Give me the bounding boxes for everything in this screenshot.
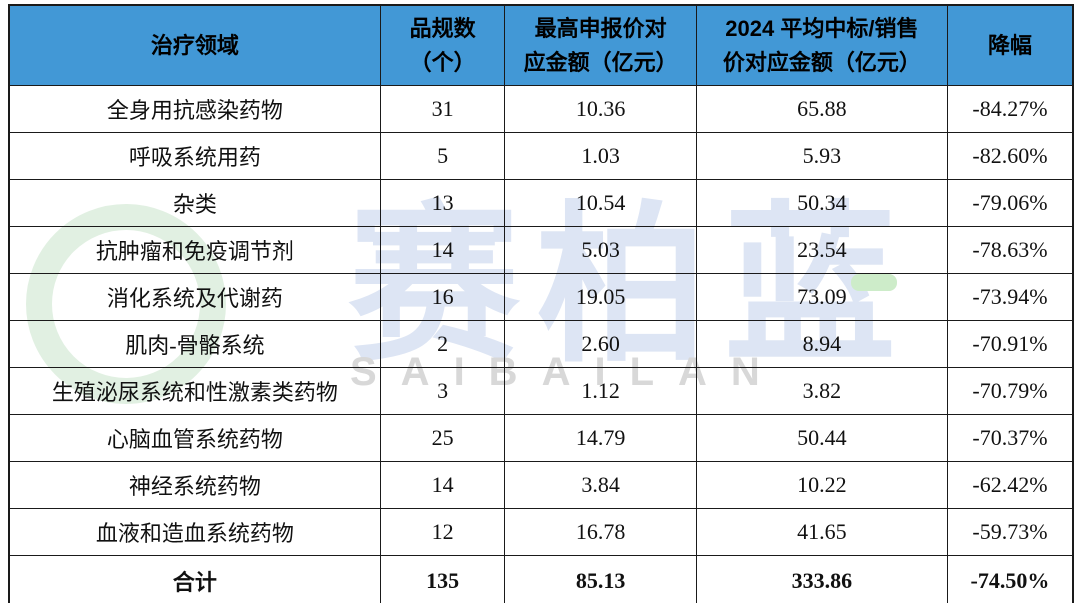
cell-value: 73.09 (695, 273, 948, 321)
cell-value: -62.42% (946, 461, 1074, 509)
cell-therapy-area: 全身用抗感染药物 (8, 85, 381, 133)
cell-therapy-area: 神经系统药物 (8, 461, 381, 509)
table-row: 肌肉-骨骼系统 2 2.60 8.94 -70.91% (8, 320, 1074, 368)
table-row: 生殖泌尿系统和性激素类药物 3 1.12 3.82 -70.79% (8, 367, 1074, 415)
cell-value: -70.37% (946, 414, 1074, 462)
cell-therapy-area: 消化系统及代谢药 (8, 273, 381, 321)
cell-value: -73.94% (946, 273, 1074, 321)
cell-value: 41.65 (695, 508, 948, 556)
cell-value: 16 (379, 273, 506, 321)
cell-total-value: 135 (379, 555, 506, 603)
cell-therapy-area: 肌肉-骨骼系统 (8, 320, 381, 368)
cell-value: 10.54 (504, 179, 697, 227)
column-header-line: 应金额（亿元） (523, 49, 678, 75)
table-row: 杂类 13 10.54 50.34 -79.06% (8, 179, 1074, 227)
cell-value: 8.94 (695, 320, 948, 368)
cell-value: -70.79% (946, 367, 1074, 415)
cell-value: 5 (379, 132, 506, 180)
cell-value: 3.84 (504, 461, 697, 509)
cell-value: 1.03 (504, 132, 697, 180)
cell-value: 14 (379, 226, 506, 274)
column-header-max_declared: 最高申报价对 应金额（亿元） (504, 4, 697, 86)
cell-value: 1.12 (504, 367, 697, 415)
cell-value: 19.05 (504, 273, 697, 321)
table-row: 心脑血管系统药物 25 14.79 50.44 -70.37% (8, 414, 1074, 462)
cell-value: 14.79 (504, 414, 697, 462)
column-header-line: 品规数 (409, 15, 476, 41)
table-total-row: 合计 135 85.13 333.86 -74.50% (8, 555, 1074, 603)
cell-value: 3 (379, 367, 506, 415)
column-header-spec_count: 品规数 （个） (379, 4, 506, 86)
column-header-decline: 降幅 (946, 4, 1074, 86)
column-header-line: 2024 平均中标/销售 (725, 15, 919, 41)
cell-value: 31 (379, 85, 506, 133)
table-row: 全身用抗感染药物 31 10.36 65.88 -84.27% (8, 85, 1074, 133)
table-row: 呼吸系统用药 5 1.03 5.93 -82.60% (8, 132, 1074, 180)
cell-total-value: 85.13 (504, 555, 697, 603)
cell-value: 2 (379, 320, 506, 368)
cell-value: 50.34 (695, 179, 948, 227)
cell-value: -79.06% (946, 179, 1074, 227)
cell-value: 23.54 (695, 226, 948, 274)
cell-value: 3.82 (695, 367, 948, 415)
cell-value: 10.22 (695, 461, 948, 509)
cell-value: -82.60% (946, 132, 1074, 180)
cell-therapy-area: 杂类 (8, 179, 381, 227)
cell-value: 2.60 (504, 320, 697, 368)
cell-total-value: -74.50% (946, 555, 1074, 603)
table-header-row: 治疗领域 品规数 （个） 最高申报价对 应金额（亿元） 2024 平均中标/销售 价对应金额… (8, 4, 1074, 86)
cell-value: -78.63% (946, 226, 1074, 274)
cell-value: 5.93 (695, 132, 948, 180)
table-row: 神经系统药物 14 3.84 10.22 -62.42% (8, 461, 1074, 509)
cell-value: 16.78 (504, 508, 697, 556)
cell-total-value: 333.86 (695, 555, 948, 603)
column-header-line: 降幅 (987, 32, 1032, 58)
column-header-line: 治疗领域 (150, 32, 239, 58)
cell-value: 10.36 (504, 85, 697, 133)
column-header-line: （个） (409, 49, 476, 75)
cell-therapy-area: 血液和造血系统药物 (8, 508, 381, 556)
cell-value: -70.91% (946, 320, 1074, 368)
cell-total-label: 合计 (8, 555, 381, 603)
cell-therapy-area: 抗肿瘤和免疫调节剂 (8, 226, 381, 274)
column-header-line: 最高申报价对 (534, 15, 667, 41)
table-row: 消化系统及代谢药 16 19.05 73.09 -73.94% (8, 273, 1074, 321)
cell-value: 25 (379, 414, 506, 462)
cell-therapy-area: 心脑血管系统药物 (8, 414, 381, 462)
column-header-avg_2024: 2024 平均中标/销售 价对应金额（亿元） (695, 4, 948, 86)
cell-value: 65.88 (695, 85, 948, 133)
cell-therapy-area: 呼吸系统用药 (8, 132, 381, 180)
column-header-area: 治疗领域 (8, 4, 381, 86)
cell-value: 5.03 (504, 226, 697, 274)
cell-value: 12 (379, 508, 506, 556)
cell-value: 13 (379, 179, 506, 227)
cell-value: 14 (379, 461, 506, 509)
therapy-area-price-table: 治疗领域 品规数 （个） 最高申报价对 应金额（亿元） 2024 平均中标/销售 价对应金额… (8, 4, 1074, 603)
column-header-line: 价对应金额（亿元） (722, 49, 921, 75)
cell-value: 50.44 (695, 414, 948, 462)
cell-value: -84.27% (946, 85, 1074, 133)
cell-therapy-area: 生殖泌尿系统和性激素类药物 (8, 367, 381, 415)
table-row: 抗肿瘤和免疫调节剂 14 5.03 23.54 -78.63% (8, 226, 1074, 274)
table-row: 血液和造血系统药物 12 16.78 41.65 -59.73% (8, 508, 1074, 556)
cell-value: -59.73% (946, 508, 1074, 556)
